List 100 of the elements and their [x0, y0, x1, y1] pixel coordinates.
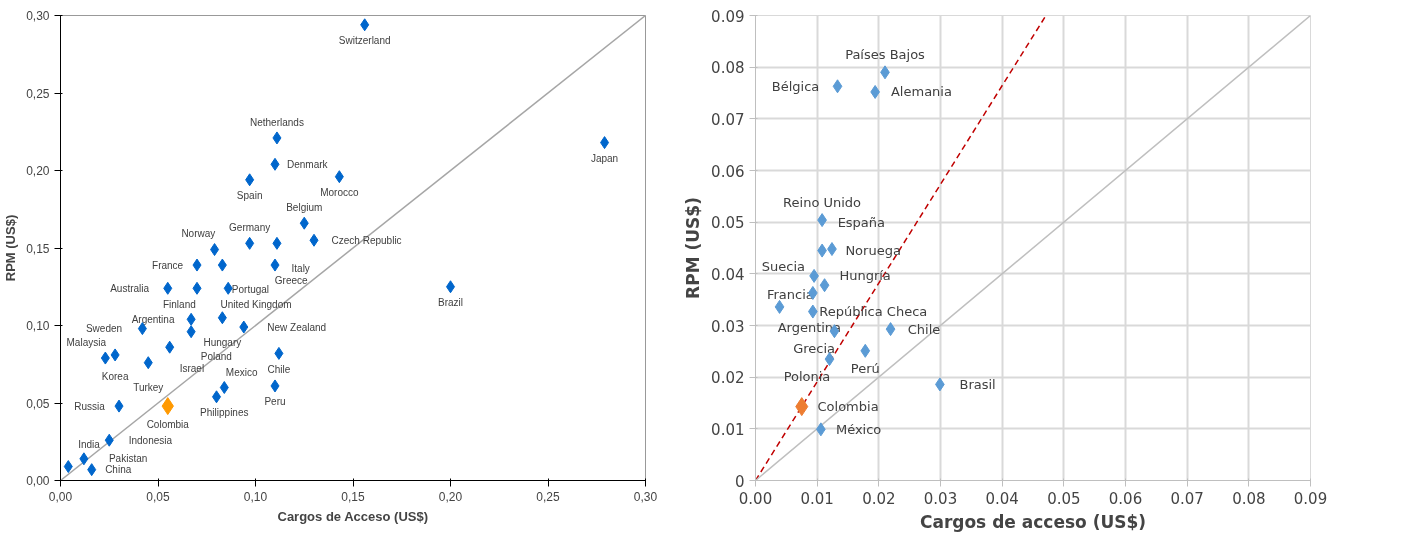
x-tick-label: 0.07: [1170, 489, 1204, 508]
annotation: Denmark: [287, 158, 329, 170]
x-tick-label: 0.04: [985, 489, 1019, 508]
annotation: Alemania: [890, 84, 952, 100]
annotation: Finland: [162, 298, 196, 310]
x-tick-label: 0,10: [243, 489, 268, 504]
annotation: Norway: [181, 228, 216, 240]
y-tick-label: 0.06: [711, 162, 745, 181]
point: [186, 325, 196, 339]
point: [192, 281, 202, 295]
point: [163, 281, 173, 295]
y-tick-label: 0,00: [26, 474, 50, 488]
point: [104, 433, 114, 447]
point: [219, 381, 229, 394]
y-tick-label: 0.05: [711, 214, 745, 233]
annotation: México: [835, 421, 882, 437]
point: [87, 463, 97, 477]
annotation: Malaysia: [66, 336, 107, 348]
y-tick-label: 0,25: [26, 86, 50, 101]
x-tick-label: 0,20: [438, 489, 463, 504]
annotation: Peru: [264, 396, 286, 408]
annotation: España: [837, 215, 886, 231]
annotation: Colombia: [817, 399, 879, 415]
point: [309, 233, 319, 247]
x-tick-label: 0.06: [1108, 489, 1143, 508]
annotation: Argentina: [777, 319, 842, 335]
annotation: Sweden: [85, 323, 123, 335]
annotation: Argentina: [131, 313, 175, 325]
point: [100, 351, 110, 365]
x-tick-label: 0.09: [1293, 489, 1328, 508]
annotation: Bélgica: [771, 78, 820, 94]
annotation: Korea: [101, 371, 129, 383]
annotation: Chile: [907, 321, 941, 337]
y-tick-label: 0.03: [711, 317, 745, 336]
y-tick-label: 0,15: [26, 241, 50, 256]
y-tick-label: 0.04: [711, 265, 745, 284]
point: [860, 343, 871, 358]
annotation: Poland: [200, 350, 232, 362]
point: [239, 320, 249, 334]
point: [795, 397, 809, 417]
annotation: Pakistan: [108, 453, 148, 465]
y-tick-label: 0,10: [26, 319, 50, 333]
y-tick-label: 0,05: [26, 396, 50, 411]
x-tick-label: 0.01: [800, 489, 834, 508]
annotation: Israel: [179, 363, 205, 375]
y-tick-label: 0: [734, 472, 745, 491]
point: [192, 258, 202, 272]
point: [186, 312, 196, 326]
annotation: Italy: [291, 262, 310, 274]
x-tick-label: 0,05: [146, 489, 170, 504]
y-axis-title: RPM (US$): [3, 214, 19, 282]
point: [245, 173, 255, 187]
y-tick-label: 0,30: [26, 9, 50, 23]
x-tick-label: 0.00: [738, 489, 773, 508]
annotation: Suecia: [761, 258, 806, 274]
annotation: France: [152, 259, 184, 271]
annotation: Portugal: [231, 284, 270, 296]
annotation: Reino Unido: [783, 195, 862, 211]
point: [217, 311, 227, 325]
point: [334, 170, 344, 184]
annotation: Hungary: [203, 337, 242, 348]
annotation: Russia: [74, 400, 106, 412]
annotation: Chile: [267, 363, 291, 375]
point: [774, 299, 785, 314]
annotation: United Kingdom: [220, 298, 292, 310]
y-tick-label: 0.02: [711, 369, 745, 388]
annotation: Polonia: [783, 369, 831, 385]
point: [819, 278, 830, 293]
annotation: Spain: [236, 190, 263, 202]
point: [885, 322, 896, 337]
annotation: Czech Republic: [331, 234, 402, 246]
x-tick-label: 0.03: [923, 489, 958, 508]
annotation: India: [78, 439, 101, 451]
annotation: Netherlands: [249, 116, 304, 128]
point: [270, 157, 280, 171]
point: [270, 258, 280, 272]
annotation: Noruega: [845, 243, 901, 259]
y-tick-label: 0.08: [711, 59, 745, 78]
annotation: Grecia: [793, 341, 835, 357]
annotation: Turkey: [133, 381, 164, 393]
x-tick-label: 0,30: [633, 489, 658, 504]
point: [245, 236, 255, 250]
point: [824, 352, 835, 367]
annotation: Mexico: [225, 366, 258, 378]
x-tick-label: 0,25: [536, 489, 560, 504]
annotation: Colombia: [146, 419, 190, 431]
annotation: Indonesia: [128, 434, 173, 446]
point: [360, 18, 370, 32]
point: [600, 136, 610, 150]
annotation: New Zealand: [267, 321, 327, 333]
point: [114, 399, 124, 413]
annotation: Germany: [229, 222, 271, 234]
annotation: Japan: [590, 152, 619, 164]
point: [223, 281, 233, 295]
y-tick-label: 0.01: [711, 420, 745, 439]
point: [274, 346, 284, 360]
annotation: Morocco: [320, 186, 359, 198]
y-tick-label: 0.07: [711, 110, 745, 129]
point: [272, 131, 282, 145]
annotation: Switzerland: [338, 35, 391, 47]
